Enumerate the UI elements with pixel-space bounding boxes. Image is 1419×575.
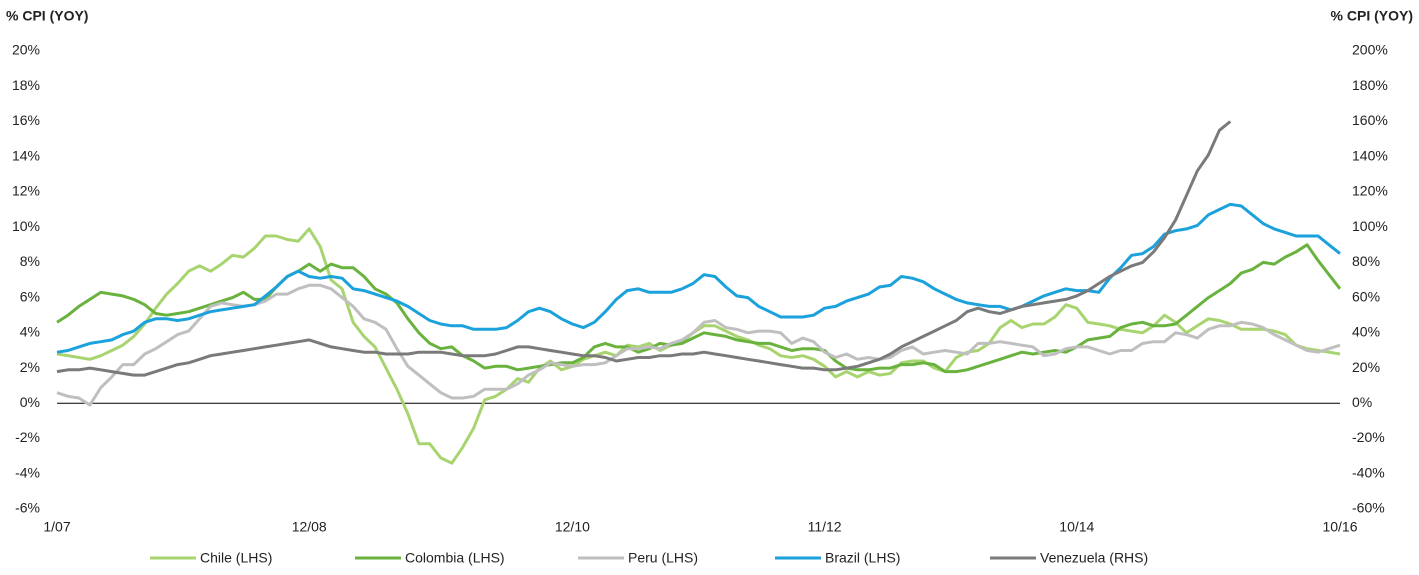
y-tick-label: 4% [20, 324, 40, 340]
y-tick-label: -4% [15, 464, 40, 480]
y2-tick-label: -20% [1352, 429, 1385, 445]
y-tick-label: -6% [15, 500, 40, 516]
y2-tick-label: 0% [1352, 394, 1372, 410]
y-tick-label: -2% [15, 429, 40, 445]
y-tick-label: 10% [12, 218, 40, 234]
y2-tick-label: 20% [1352, 359, 1380, 375]
x-tick-label: 12/08 [292, 519, 327, 535]
y-tick-label: 2% [20, 359, 40, 375]
x-tick-label: 1/07 [43, 519, 70, 535]
y2-tick-label: 100% [1352, 218, 1388, 234]
y2-tick-label: 200% [1352, 42, 1388, 58]
y-tick-label: 8% [20, 253, 40, 269]
y2-tick-label: 120% [1352, 183, 1388, 199]
y-axis-title: % CPI (YOY) [6, 8, 88, 24]
y2-tick-label: 40% [1352, 324, 1380, 340]
x-tick-label: 10/16 [1322, 519, 1357, 535]
y-tick-label: 0% [20, 394, 40, 410]
x-tick-label: 11/12 [808, 519, 842, 535]
y2-tick-label: 140% [1352, 147, 1388, 163]
y2-tick-label: -60% [1352, 500, 1385, 516]
y-tick-label: 6% [20, 288, 40, 304]
y-tick-label: 14% [12, 147, 40, 163]
series-line [56, 227, 1341, 465]
y2-axis-title: % CPI (YOY) [1331, 8, 1413, 24]
y2-tick-label: -40% [1352, 464, 1385, 480]
y-tick-label: 12% [12, 183, 40, 199]
y2-tick-label: 160% [1352, 112, 1388, 128]
y2-tick-label: 60% [1352, 288, 1380, 304]
x-tick-label: 10/14 [1059, 519, 1094, 535]
legend-label: Brazil (LHS) [825, 550, 900, 566]
y-tick-label: 16% [12, 112, 40, 128]
series-line [56, 120, 1232, 377]
legend-label: Peru (LHS) [628, 550, 698, 566]
legend-label: Venezuela (RHS) [1040, 550, 1148, 566]
legend-label: Colombia (LHS) [405, 550, 505, 566]
series-line [56, 283, 1341, 407]
y2-tick-label: 80% [1352, 253, 1380, 269]
x-tick-label: 12/10 [555, 519, 590, 535]
y-tick-label: 18% [12, 77, 40, 93]
y2-tick-label: 180% [1352, 77, 1388, 93]
y-tick-label: 20% [12, 42, 40, 58]
series-line [56, 202, 1341, 354]
legend-label: Chile (LHS) [200, 550, 272, 566]
